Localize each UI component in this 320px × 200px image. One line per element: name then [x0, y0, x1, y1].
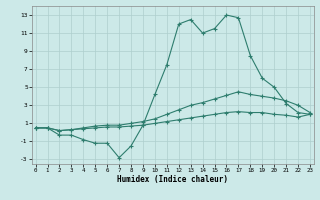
X-axis label: Humidex (Indice chaleur): Humidex (Indice chaleur) [117, 175, 228, 184]
